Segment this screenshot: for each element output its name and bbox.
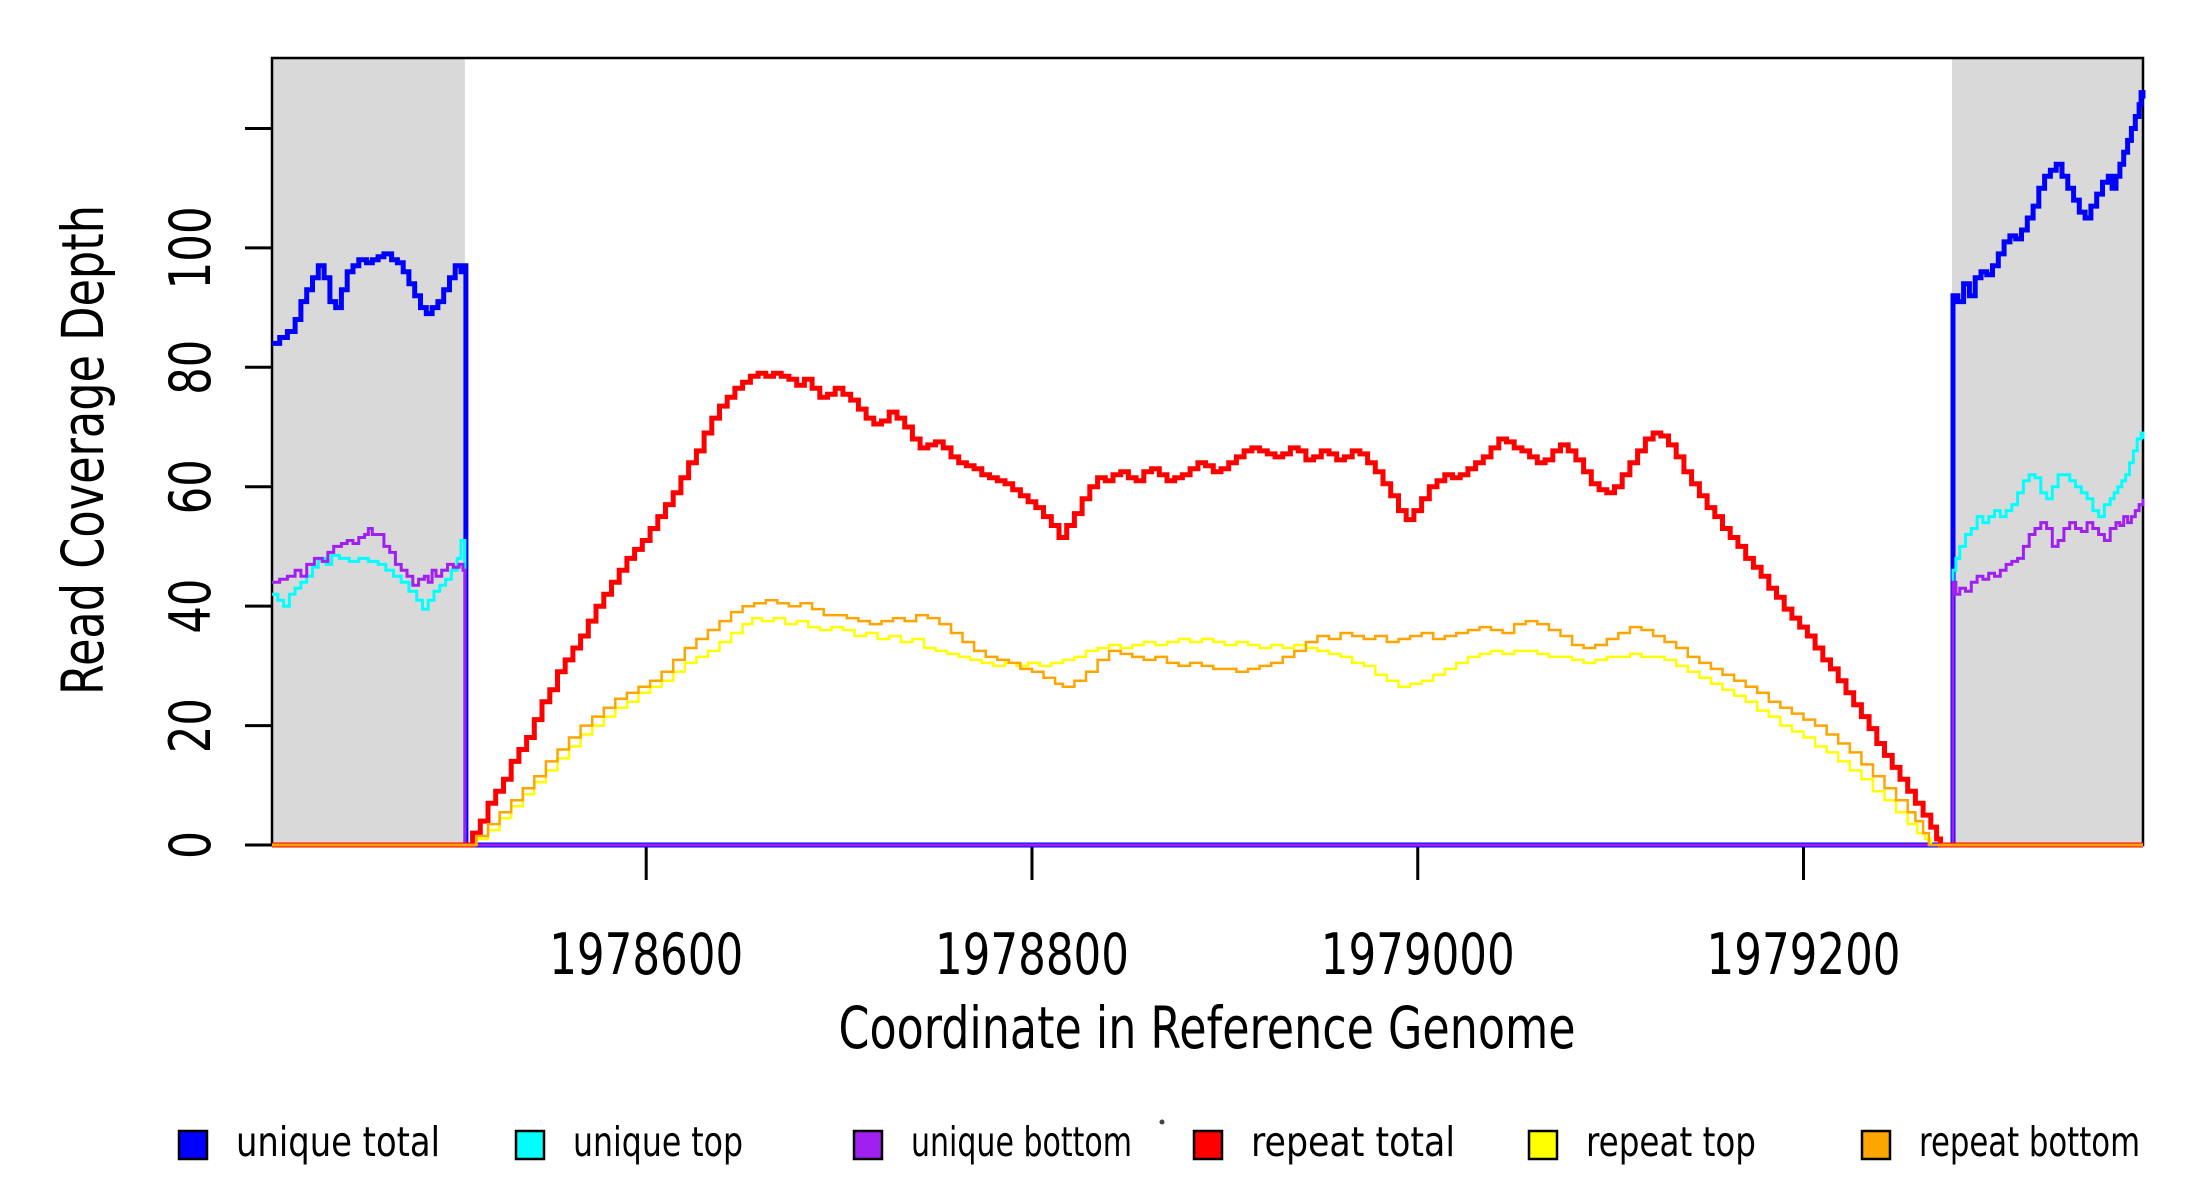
legend-swatch-repeat-bottom — [1860, 1129, 1892, 1161]
legend-label-unique-total: unique total — [236, 1118, 440, 1166]
legend-label-repeat-bottom: repeat bottom — [1919, 1118, 2140, 1166]
x-tick-label: 1978800 — [935, 922, 1129, 988]
shaded-regions-layer — [272, 58, 2143, 845]
shaded-region — [272, 58, 465, 845]
series-line-repeat-bottom — [272, 598, 2143, 847]
series-line-unique-total — [272, 90, 2146, 848]
legend-swatch-unique-total — [177, 1129, 209, 1161]
legend-swatch-unique-bottom — [852, 1129, 884, 1161]
x-axis-title: Coordinate in Reference Genome — [839, 994, 1576, 1062]
series-line-repeat-total — [272, 370, 2143, 848]
stray-dot — [1159, 1119, 1165, 1125]
legend-swatch-repeat-top — [1527, 1129, 1559, 1161]
y-tick-label: 100 — [158, 206, 224, 289]
plot-border — [270, 56, 2145, 847]
series-line-unique-top — [272, 431, 2145, 847]
x-tick-label: 1978600 — [549, 922, 743, 988]
y-tick-label: 40 — [158, 579, 224, 634]
y-tick-label: 0 — [158, 831, 224, 859]
legend-swatch-repeat-total — [1192, 1129, 1224, 1161]
legend-label-repeat-total: repeat total — [1251, 1118, 1455, 1166]
legend-swatch-unique-top — [514, 1129, 546, 1161]
legend-label-unique-bottom: unique bottom — [911, 1118, 1132, 1166]
series-line-unique-bottom — [272, 498, 2145, 847]
legend-label-unique-top: unique top — [573, 1118, 743, 1166]
series-line-repeat-top — [272, 616, 2143, 847]
series-layer — [272, 90, 2146, 848]
axes-layer: 1978600 1978800 1979000 1979200 0 20 40 60 80 100 — [158, 126, 1901, 988]
y-tick-label: 20 — [158, 698, 224, 753]
y-tick-label: 60 — [158, 459, 224, 514]
y-tick-label: 80 — [158, 340, 224, 395]
x-tick-label: 1979200 — [1707, 922, 1901, 988]
y-axis-title: Read Coverage Depth — [49, 205, 117, 695]
legend: unique total unique top unique bottom repea… — [177, 1118, 2140, 1166]
x-tick-label: 1979000 — [1321, 922, 1515, 988]
legend-label-repeat-top: repeat top — [1586, 1118, 1756, 1166]
